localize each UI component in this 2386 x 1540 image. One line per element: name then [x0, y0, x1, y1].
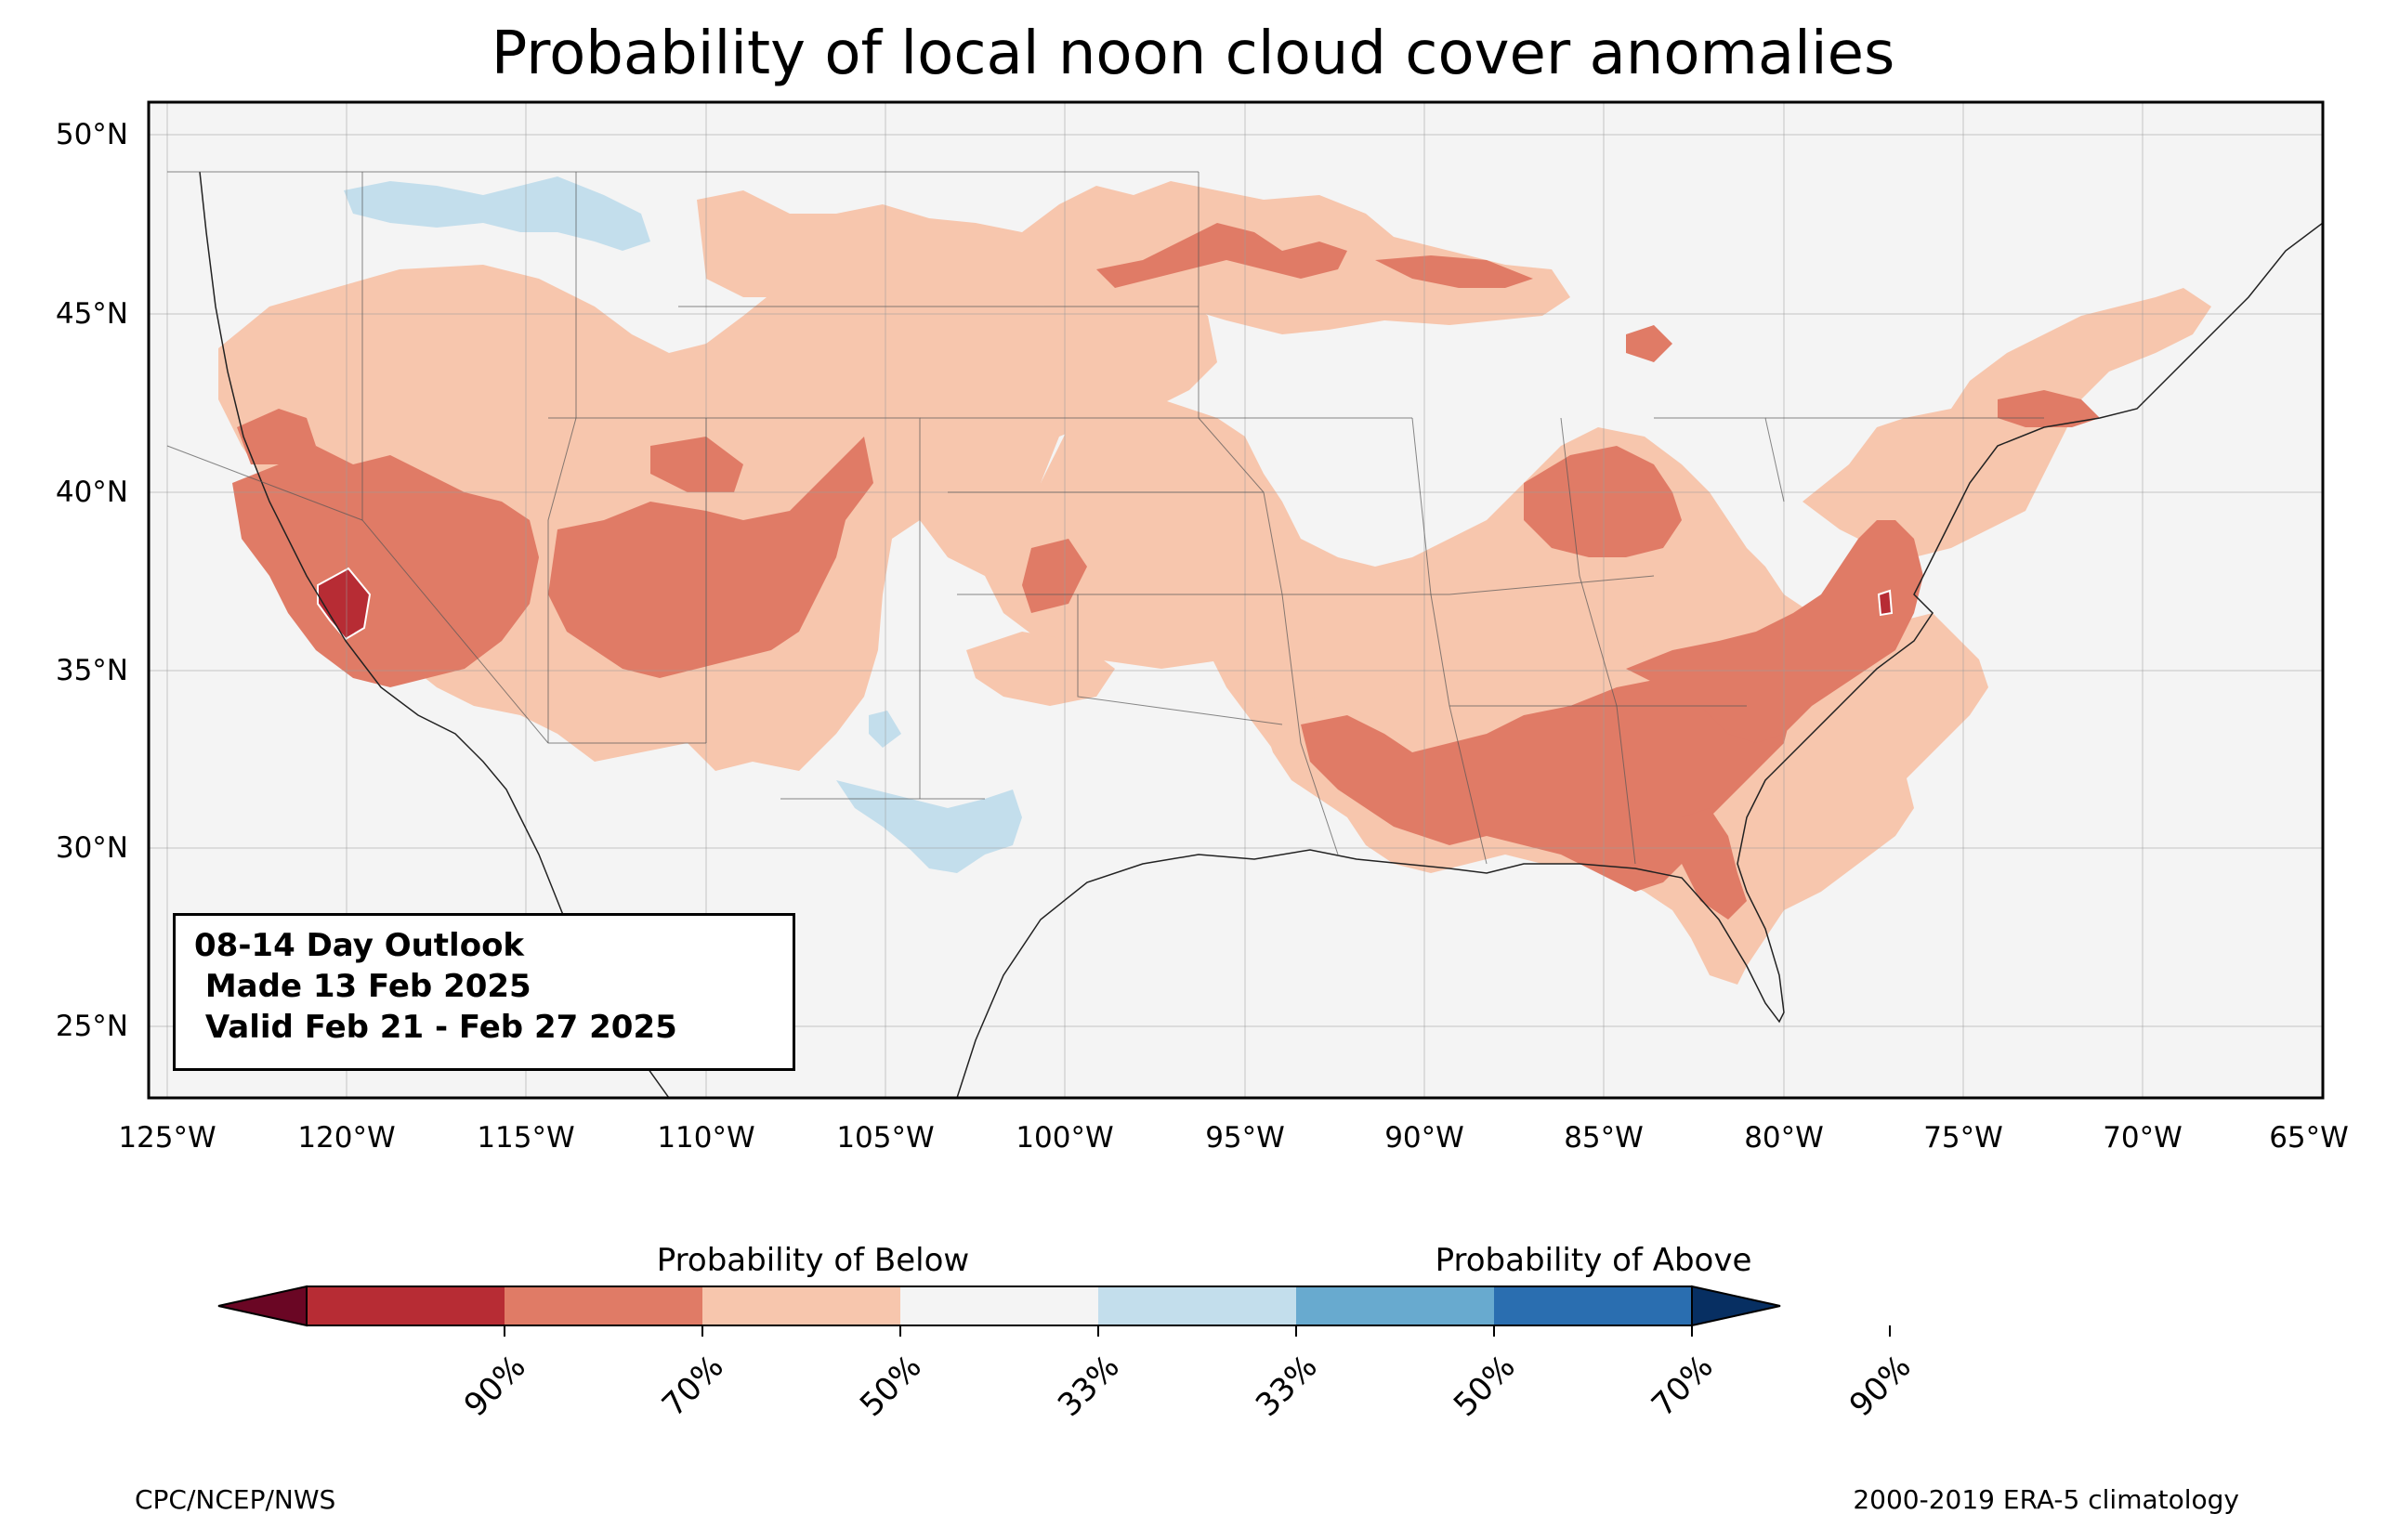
outlook-made-date: Made 13 Feb 2025	[194, 968, 531, 1005]
region-below-50-ohio	[1524, 446, 1682, 557]
lon-label-125w: 125°W	[118, 1121, 216, 1155]
lat-label-40: 40°N	[55, 476, 128, 509]
map-frame	[147, 100, 2325, 1100]
lat-label-35: 35°N	[55, 654, 128, 687]
colorbar-segment	[505, 1286, 702, 1325]
outlook-period: 08-14 Day Outlook	[194, 927, 525, 964]
colorbar-above-label: Probability of Above	[1435, 1242, 1752, 1279]
colorbar-segment	[1296, 1286, 1494, 1325]
region-above-33-northern-rockies	[344, 176, 650, 251]
region-below-50-michigan	[1626, 325, 1672, 362]
region-below-50-carolinas	[1626, 520, 1923, 743]
colorbar-segment	[900, 1286, 1098, 1325]
outlook-info-box: 08-14 Day Outlook Made 13 Feb 2025 Valid…	[173, 913, 795, 1071]
region-below-50-utah	[548, 437, 873, 678]
colorbar-segment	[1494, 1286, 1692, 1325]
region-below-33-mid-atlantic	[1803, 288, 2211, 557]
colorbar-segment	[1098, 1286, 1296, 1325]
region-below-33-north	[697, 181, 1570, 334]
lon-label-120w: 120°W	[297, 1121, 396, 1155]
anomaly-regions	[218, 176, 2211, 985]
colorbar-extend-above	[1691, 1285, 1781, 1327]
lon-label-100w: 100°W	[1016, 1121, 1114, 1155]
lon-label-90w: 90°W	[1384, 1121, 1464, 1155]
region-below-50-michigan-upper	[1375, 255, 1533, 288]
lat-label-45: 45°N	[55, 297, 128, 331]
region-below-70-virginia-coast	[1877, 589, 1894, 617]
lon-label-70w: 70°W	[2103, 1121, 2183, 1155]
region-below-50-california	[232, 446, 539, 687]
lon-label-65w: 65°W	[2269, 1121, 2349, 1155]
lon-label-115w: 115°W	[477, 1121, 575, 1155]
footer-climatology: 2000-2019 ERA-5 climatology	[1853, 1484, 2239, 1515]
region-below-50-norcal	[237, 409, 316, 464]
colorbar-frame	[306, 1286, 1693, 1326]
region-below-70-central-california	[317, 567, 372, 641]
lon-label-85w: 85°W	[1564, 1121, 1644, 1155]
lon-label-75w: 75°W	[1923, 1121, 2003, 1155]
lon-label-105w: 105°W	[836, 1121, 935, 1155]
colorbar	[217, 1285, 1891, 1337]
region-below-50-upper-midwest	[1096, 223, 1347, 288]
outlook-valid-dates: Valid Feb 21 - Feb 27 2025	[194, 1009, 677, 1046]
lon-label-95w: 95°W	[1205, 1121, 1285, 1155]
colorbar-segment	[307, 1286, 505, 1325]
footer-source: CPC/NCEP/NWS	[135, 1484, 336, 1515]
chart-title: Probability of local noon cloud cover an…	[491, 20, 1895, 88]
colorbar-below-label: Probability of Below	[656, 1242, 970, 1279]
region-above-33-west-texas	[836, 780, 1022, 873]
region-below-50-florida	[1682, 808, 1747, 920]
state-borders	[166, 171, 2044, 865]
lat-label-25: 25°N	[55, 1010, 128, 1043]
colorbar-segment	[702, 1286, 900, 1325]
region-below-50-wyoming	[650, 437, 743, 492]
lat-label-30: 30°N	[55, 831, 128, 865]
lon-label-80w: 80°W	[1744, 1121, 1824, 1155]
lat-label-50: 50°N	[55, 118, 128, 151]
lon-label-110w: 110°W	[657, 1121, 755, 1155]
colorbar-extend-below	[217, 1285, 308, 1327]
